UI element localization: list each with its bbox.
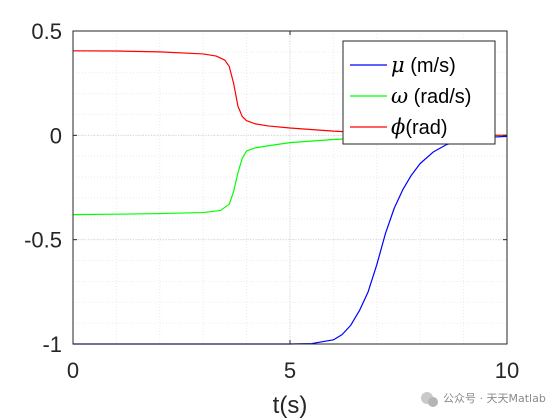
x-axis-label: t(s) <box>273 392 308 419</box>
legend-symbol: ω <box>391 84 408 108</box>
y-tick-labels: -1 -0.5 0 0.5 <box>24 19 62 357</box>
legend-label: μ (m/s) <box>391 53 456 77</box>
legend-unit: (rad) <box>405 117 447 139</box>
legend-symbol: ϕ <box>391 115 405 139</box>
legend-item-3: ϕ(rad) <box>350 115 448 139</box>
legend-symbol: μ <box>391 53 405 77</box>
y-tick-label: -1 <box>42 332 62 357</box>
legend-item-1: μ (m/s) <box>350 53 456 77</box>
watermark: 公众号 · 天天Matlab <box>421 392 546 407</box>
legend-unit: (rad/s) <box>408 86 471 108</box>
legend-label: ω (rad/s) <box>391 84 471 108</box>
y-tick-label: 0 <box>50 123 62 148</box>
series-line-1 <box>73 135 508 345</box>
legend-label: ϕ(rad) <box>391 115 448 139</box>
y-tick-label: 0.5 <box>31 19 62 44</box>
watermark-text: 公众号 · 天天Matlab <box>443 392 546 405</box>
legend-item-2: ω (rad/s) <box>350 84 471 108</box>
y-tick-label: -0.5 <box>24 228 62 253</box>
x-tick-label: 10 <box>495 358 519 383</box>
legend: μ (m/s)ω (rad/s)ϕ(rad) <box>342 40 496 145</box>
wechat-bubble-icon <box>421 392 438 407</box>
x-tick-label: 5 <box>284 358 296 383</box>
x-tick-label: 0 <box>67 358 79 383</box>
legend-unit: (m/s) <box>405 55 456 77</box>
x-tick-labels: 0 5 10 <box>67 358 519 383</box>
ticks <box>72 30 508 345</box>
